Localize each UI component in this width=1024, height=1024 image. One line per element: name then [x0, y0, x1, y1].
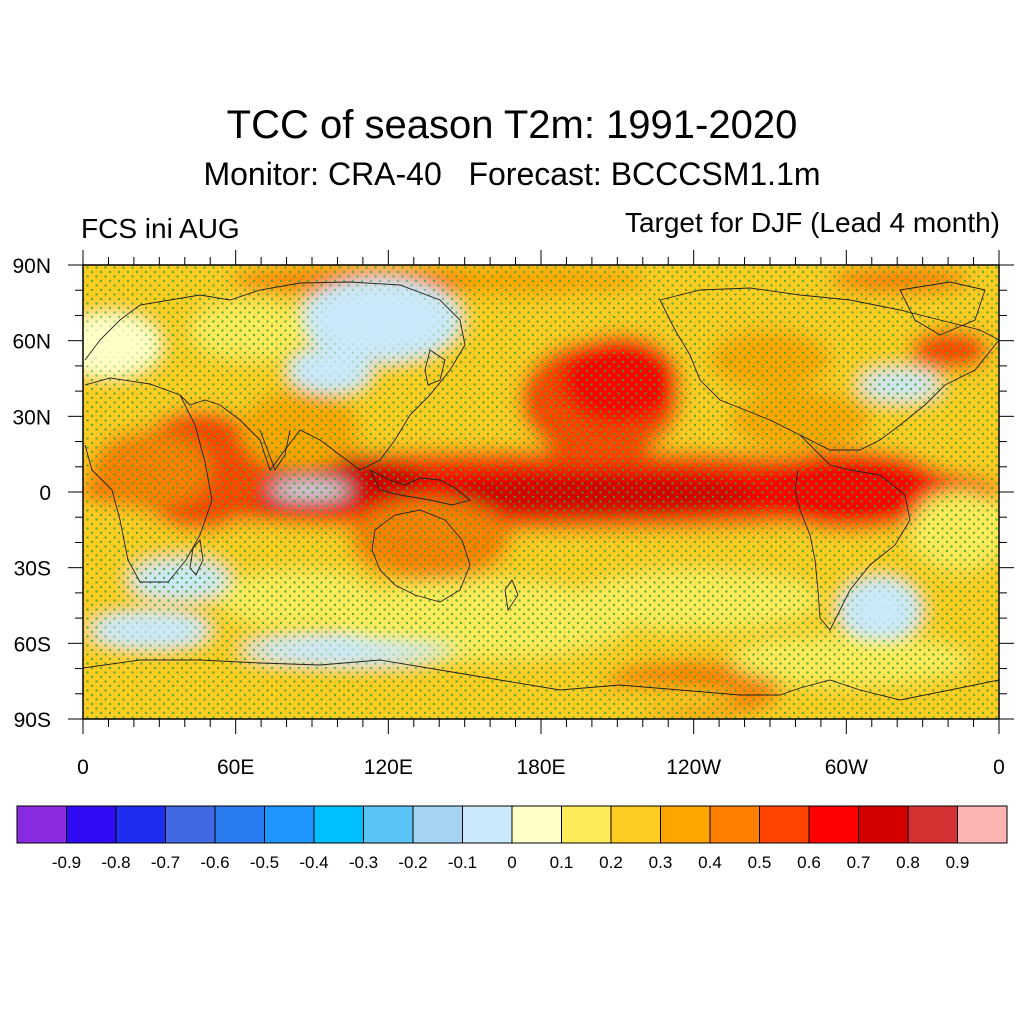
- lat-tick-label: 30S: [14, 558, 51, 581]
- colorbar-label: 0.8: [896, 853, 920, 872]
- colorbar-label: -0.1: [447, 853, 478, 872]
- colorbar-swatch: [165, 805, 216, 844]
- lat-tick-label: 30N: [12, 406, 51, 429]
- colorbar-swatch: [214, 805, 265, 844]
- colorbar-label: -0.2: [398, 853, 428, 872]
- lat-tick-label: 60N: [12, 331, 51, 354]
- axis-ticks: [68, 250, 1014, 734]
- colorbar-label: 0.2: [599, 853, 623, 872]
- lon-tick-label: 60E: [217, 756, 254, 779]
- chart-subtitle: Monitor: CRA-40 Forecast: BCCCSM1.1m: [203, 156, 821, 192]
- lon-tick-label: 60W: [825, 756, 868, 779]
- colorbar-label: -0.3: [348, 853, 379, 872]
- significance-stipple: [83, 265, 999, 719]
- colorbar-swatch: [16, 805, 67, 844]
- colorbar-swatch: [363, 805, 414, 844]
- colorbar-swatch: [264, 805, 315, 844]
- colorbar-swatch: [511, 805, 562, 844]
- lon-tick-label: 120E: [364, 756, 413, 779]
- colorbar-label: -0.5: [249, 853, 280, 872]
- colorbar-swatch: [759, 805, 810, 844]
- colorbar-swatch: [462, 805, 513, 844]
- colorbar-swatch: [709, 805, 760, 844]
- colorbar-label: 0: [507, 853, 517, 872]
- lat-tick-label: 90N: [12, 255, 51, 278]
- lon-tick-label: 120W: [666, 756, 721, 779]
- init-label: FCS ini AUG: [81, 213, 240, 244]
- colorbar-label: 0.1: [549, 853, 574, 872]
- colorbar-label: 0.9: [945, 853, 970, 872]
- target-label: Target for DJF (Lead 4 month): [624, 207, 1000, 238]
- colorbar-label: 0.3: [648, 853, 673, 872]
- colorbar-label: -0.7: [150, 853, 181, 872]
- chart-title: TCC of season T2m: 1991-2020: [226, 103, 798, 147]
- colorbar-label: -0.9: [51, 853, 82, 872]
- colorbar: [16, 805, 1008, 844]
- colorbar-swatch: [660, 805, 711, 844]
- colorbar-swatch: [610, 805, 661, 844]
- colorbar-swatch: [66, 805, 117, 844]
- colorbar-label: 0.7: [846, 853, 871, 872]
- lat-tick-label: 90S: [14, 709, 51, 732]
- lon-tick-label: 180E: [516, 756, 565, 779]
- lon-tick-label: 0: [77, 756, 89, 779]
- colorbar-label: 0.6: [797, 853, 821, 872]
- colorbar-swatch: [957, 805, 1008, 844]
- latitude-labels: 90N 60N 30N 0 30S 60S 90S: [12, 255, 51, 732]
- lon-tick-label: 0: [993, 756, 1005, 779]
- colorbar-swatch: [412, 805, 463, 844]
- colorbar-swatch: [808, 805, 859, 844]
- lat-tick-label: 60S: [14, 633, 51, 656]
- colorbar-swatch: [858, 805, 909, 844]
- coastlines: [83, 281, 999, 701]
- colorbar-swatch: [907, 805, 958, 844]
- longitude-labels: 0 60E 120E 180E 120W 60W 0: [77, 756, 1005, 779]
- colorbar-swatch: [115, 805, 166, 844]
- colorbar-swatch: [313, 805, 364, 844]
- colorbar-label: 0.4: [698, 853, 722, 872]
- colorbar-label: -0.8: [101, 853, 131, 872]
- colorbar-swatch: [561, 805, 612, 844]
- colorbar-label: -0.6: [200, 853, 230, 872]
- lat-tick-label: 0: [39, 482, 51, 505]
- colorbar-label: 0.5: [747, 853, 772, 872]
- colorbar-label: -0.4: [299, 853, 329, 872]
